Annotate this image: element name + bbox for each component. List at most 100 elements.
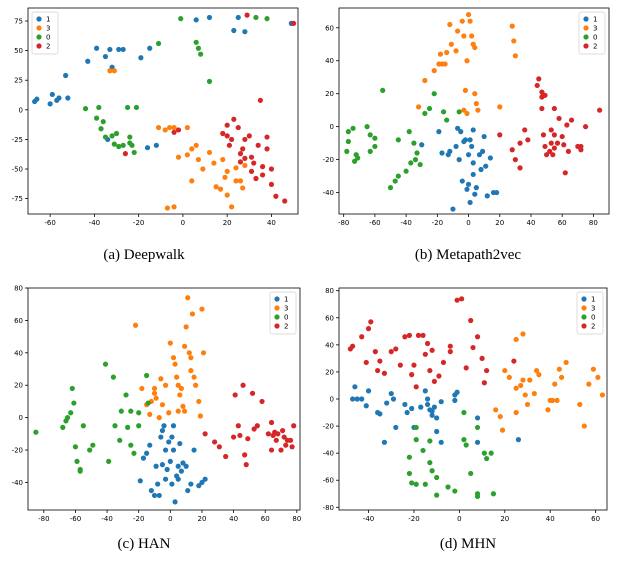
scatter-point-class-0 (484, 455, 490, 462)
scatter-point-class-3 (554, 397, 560, 403)
scatter-point-class-1 (144, 450, 150, 456)
scatter-point-class-1 (159, 462, 166, 468)
scatter-point-class-0 (71, 400, 77, 406)
scatter-point-class-0 (406, 470, 413, 477)
scatter-point-class-2 (273, 193, 279, 199)
scatter-point-class-2 (550, 152, 556, 158)
legend-label-3: 3 (46, 25, 50, 33)
scatter-point-class-1 (424, 396, 431, 402)
scatter-point-class-3 (217, 186, 224, 192)
scatter-point-class-3 (188, 355, 194, 361)
scatter-point-class-3 (220, 156, 226, 163)
scatter-point-class-3 (531, 390, 537, 397)
scatter-point-class-3 (448, 41, 454, 47)
scatter-point-class-3 (181, 408, 188, 414)
scatter-point-class-0 (118, 408, 124, 414)
scatter-point-class-0 (408, 160, 414, 166)
scatter-point-class-1 (465, 181, 472, 187)
x-tick-label: 40 (229, 515, 238, 523)
scatter-point-class-2 (242, 155, 248, 161)
scatter-point-class-1 (47, 101, 53, 107)
scatter-point-class-0 (409, 480, 415, 486)
legend-label-0: 0 (46, 34, 50, 42)
y-tick-label: -25 (12, 136, 23, 144)
scatter-point-class-2 (517, 165, 523, 171)
x-tick-label: 60 (261, 515, 270, 523)
legend-label-1: 1 (46, 16, 50, 24)
scatter-point-class-3 (172, 361, 178, 367)
scatter-point-class-0 (452, 488, 458, 494)
scatter-point-class-3 (156, 415, 162, 421)
scatter-point-class-1 (206, 14, 213, 21)
legend-label-1: 1 (593, 16, 597, 24)
x-tick-label: -40 (101, 515, 112, 523)
scatter-point-class-1 (202, 476, 208, 482)
scatter-point-class-2 (248, 168, 255, 174)
scatter-point-class-2 (278, 447, 284, 453)
scatter-point-class-1 (156, 492, 162, 499)
scatter-point-class-2 (257, 97, 263, 103)
scatter-point-class-3 (167, 124, 173, 131)
scatter-point-class-0 (372, 143, 378, 150)
scatter-point-class-2 (427, 367, 433, 374)
scatter-point-class-2 (397, 362, 403, 368)
scatter-point-class-1 (56, 95, 62, 101)
legend-marker-1 (581, 296, 587, 302)
scatter-point-class-2 (565, 148, 572, 154)
x-tick-label: -20 (408, 515, 419, 523)
scatter-point-class-3 (139, 385, 145, 392)
x-tick-label: 80 (589, 219, 598, 227)
scatter-point-class-0 (136, 410, 142, 416)
scatter-point-class-0 (102, 361, 109, 367)
scatter-point-class-2 (381, 370, 388, 376)
scatter-point-class-1 (381, 439, 388, 445)
scatter-point-class-3 (464, 110, 470, 117)
x-tick-label: 0 (181, 219, 185, 227)
scatter-point-class-2 (259, 172, 266, 178)
scatter-point-class-3 (522, 392, 528, 398)
legend-marker-1 (36, 16, 42, 22)
scatter-point-class-3 (536, 372, 542, 378)
scatter-point-class-0 (367, 148, 373, 154)
scatter-point-class-2 (264, 134, 270, 140)
scatter-point-class-1 (472, 191, 478, 197)
scatter-point-class-2 (440, 359, 447, 366)
scatter-point-class-2 (512, 157, 518, 163)
scatter-point-class-0 (395, 173, 401, 179)
legend-label-1: 1 (591, 296, 595, 304)
legend-label-3: 3 (591, 305, 595, 313)
scatter-point-class-1 (107, 46, 113, 53)
legend-marker-3 (581, 305, 587, 311)
legend-box (576, 291, 604, 335)
scatter-point-class-0 (124, 104, 131, 111)
x-tick-label: 20 (500, 515, 509, 523)
scatter-point-class-0 (490, 491, 497, 497)
scatter-point-class-3 (493, 407, 499, 413)
scatter-point-class-3 (442, 61, 448, 67)
scatter-point-class-2 (235, 124, 241, 131)
scatter-point-class-2 (497, 132, 503, 138)
scatter-point-class-2 (289, 444, 295, 450)
scatter-point-class-0 (195, 45, 202, 51)
scatter-point-class-2 (548, 127, 554, 133)
y-tick-label: 0 (330, 123, 334, 131)
scatter-point-class-2 (251, 426, 257, 432)
scatter-point-class-0 (94, 115, 100, 121)
scatter-point-class-1 (453, 143, 459, 150)
scatter-point-class-3 (180, 403, 186, 409)
legend-label-0: 0 (284, 314, 288, 322)
scatter-point-class-3 (191, 374, 197, 380)
scatter-point-class-3 (174, 374, 180, 380)
axes-frame (338, 7, 610, 215)
scatter-point-class-0 (461, 437, 467, 443)
scatter-point-class-3 (509, 23, 515, 29)
scatter-point-class-2 (406, 332, 413, 338)
scatter-point-class-3 (545, 407, 551, 413)
legend-label-3: 3 (284, 305, 288, 313)
scatter-point-class-0 (440, 109, 447, 115)
scatter-point-class-0 (372, 135, 378, 141)
scatter-point-class-2 (454, 297, 460, 303)
scatter-point-class-3 (552, 381, 558, 387)
scatter-point-class-1 (438, 439, 444, 445)
